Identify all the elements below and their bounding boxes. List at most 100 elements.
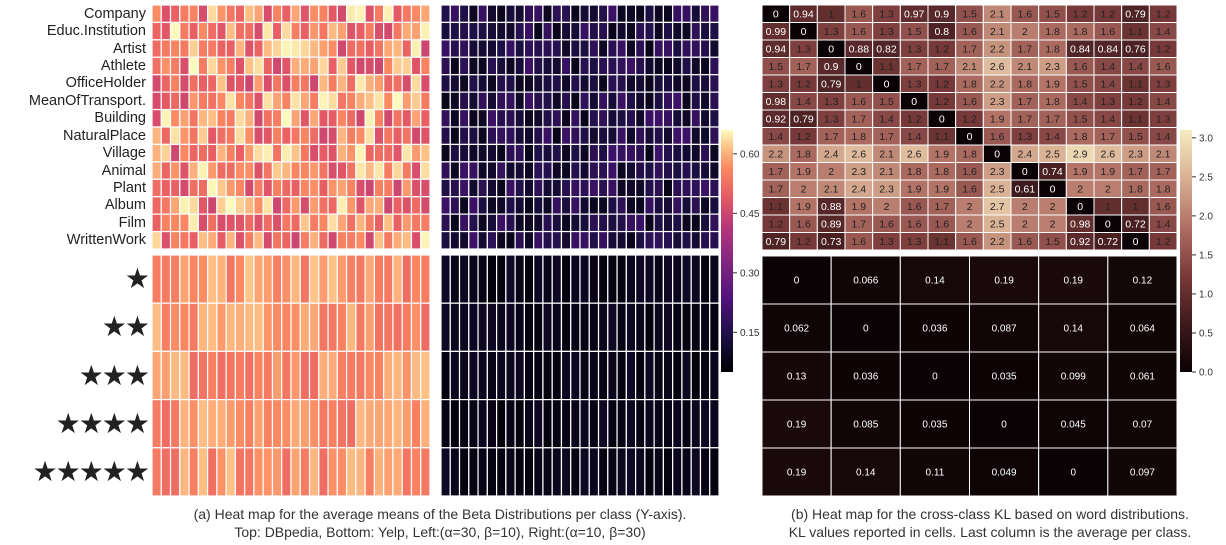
yelp-right-cell xyxy=(533,447,544,497)
kl-dbpedia-value: 1.6 xyxy=(962,236,977,248)
dbp-left-cell xyxy=(262,4,274,24)
dbp-right-cell xyxy=(588,56,600,76)
dbp-right-cell xyxy=(616,74,627,93)
yelp-right-cell xyxy=(514,302,526,353)
kl-yelp-cell xyxy=(969,303,1040,353)
dbp-left-cell xyxy=(253,4,264,24)
yelp-right-cell xyxy=(514,447,526,497)
dbp-left-cell xyxy=(364,213,375,233)
dbp-left-cell xyxy=(169,91,181,111)
dbp-right-cell xyxy=(662,126,674,146)
dbp-left-cell xyxy=(383,4,394,24)
dbp-left-cell xyxy=(420,21,431,41)
dbp-right-cell xyxy=(551,196,563,215)
yelp-right-cell xyxy=(468,447,479,497)
yelp-right-cell xyxy=(672,254,683,304)
dbp-right-cell xyxy=(560,161,572,180)
dbp-left-cell xyxy=(364,74,375,93)
yelp-right-cell xyxy=(653,447,665,497)
dbp-left-cell xyxy=(151,230,162,250)
kl-dbpedia-value: 2.2 xyxy=(769,149,784,161)
dbp-right-cell xyxy=(579,74,590,93)
dbp-left-cell xyxy=(336,56,348,76)
dbp-left-cell xyxy=(281,56,292,76)
yelp-right-cell xyxy=(597,399,609,449)
dbp-right-cell xyxy=(505,161,516,180)
yelp-class-label: ★★ xyxy=(101,310,150,344)
yelp-left-cell xyxy=(216,447,227,497)
yelp-right-cell xyxy=(468,254,479,304)
kl-dbpedia-value: 1.5 xyxy=(879,96,894,108)
dbp-right-cell xyxy=(690,39,702,58)
dbp-right-cell xyxy=(523,161,535,180)
dbp-right-cell xyxy=(440,74,451,93)
dbp-right-cell xyxy=(709,108,720,128)
dbp-right-cell xyxy=(597,143,609,163)
yelp-left-cell xyxy=(169,350,181,401)
dbp-right-cell xyxy=(616,21,627,41)
dbp-right-cell xyxy=(570,39,581,58)
dbp-left-cell xyxy=(216,230,227,250)
dbp-right-cell xyxy=(533,56,544,76)
dbp-left-cell xyxy=(188,4,199,24)
yelp-left-cell xyxy=(420,399,431,449)
dbp-right-cell xyxy=(477,178,488,198)
dbp-left-cell xyxy=(355,4,366,24)
dbp-right-cell xyxy=(681,21,692,41)
kl-dbpedia-value: 1.4 xyxy=(879,114,894,126)
yelp-left-cell xyxy=(253,350,264,401)
dbpedia-class-label: WrittenWork xyxy=(66,232,146,249)
yelp-right-cell xyxy=(672,447,683,497)
yelp-left-cell xyxy=(336,399,348,449)
colorbar-tick-label: 1.0 xyxy=(1199,289,1213,300)
dbp-left-cell xyxy=(373,230,385,250)
kl-dbpedia-value: 0.94 xyxy=(793,9,814,21)
kl-dbpedia-value: 0.74 xyxy=(1042,166,1063,178)
dbp-left-cell xyxy=(383,39,394,58)
dbp-right-cell xyxy=(560,108,572,128)
dbp-right-cell xyxy=(468,21,479,41)
kl-dbpedia-value: 0.84 xyxy=(1070,44,1091,56)
dbp-left-cell xyxy=(188,143,199,163)
yelp-left-cell xyxy=(355,447,366,497)
kl-yelp-value: 0.19 xyxy=(787,420,807,431)
kl-dbpedia-value: 1.1 xyxy=(1128,26,1143,38)
dbp-right-cell xyxy=(514,91,526,111)
dbp-left-cell xyxy=(383,230,394,250)
dbp-right-cell xyxy=(523,56,535,76)
dbp-left-cell xyxy=(327,178,338,198)
dbp-right-cell xyxy=(560,230,572,250)
dbp-right-cell xyxy=(625,108,637,128)
heatmap-yelp-right xyxy=(440,254,720,497)
dbp-left-cell xyxy=(290,74,301,93)
dbp-left-cell xyxy=(401,91,413,111)
dbp-right-cell xyxy=(560,56,572,76)
yelp-right-cell xyxy=(588,350,600,401)
yelp-left-cell xyxy=(234,350,246,401)
dbp-right-cell xyxy=(570,74,581,93)
dbp-left-cell xyxy=(151,21,162,41)
yelp-left-cell xyxy=(401,350,413,401)
dbp-left-cell xyxy=(355,196,366,215)
dbp-left-cell xyxy=(308,56,320,76)
dbp-right-cell xyxy=(690,108,702,128)
yelp-left-cell xyxy=(234,399,246,449)
dbp-right-cell xyxy=(597,91,609,111)
dbp-right-cell xyxy=(477,143,488,163)
kl-dbpedia-value: 2 xyxy=(884,201,890,213)
yelp-right-cell xyxy=(616,254,627,304)
yelp-left-cell xyxy=(299,254,311,304)
kl-dbpedia-value: 1.3 xyxy=(796,44,811,56)
kl-dbpedia-value: 2.1 xyxy=(1018,61,1033,73)
dbp-left-cell xyxy=(207,143,218,163)
dbp-left-cell xyxy=(373,4,385,24)
dbp-left-cell xyxy=(207,21,218,41)
dbp-right-cell xyxy=(468,74,479,93)
yelp-right-cell xyxy=(514,399,526,449)
yelp-left-cell xyxy=(336,302,348,353)
dbp-right-cell xyxy=(662,178,674,198)
dbp-right-cell xyxy=(709,4,720,24)
dbp-left-cell xyxy=(253,74,264,93)
dbp-right-cell xyxy=(477,39,488,58)
kl-dbpedia-value: 0 xyxy=(1077,201,1083,213)
